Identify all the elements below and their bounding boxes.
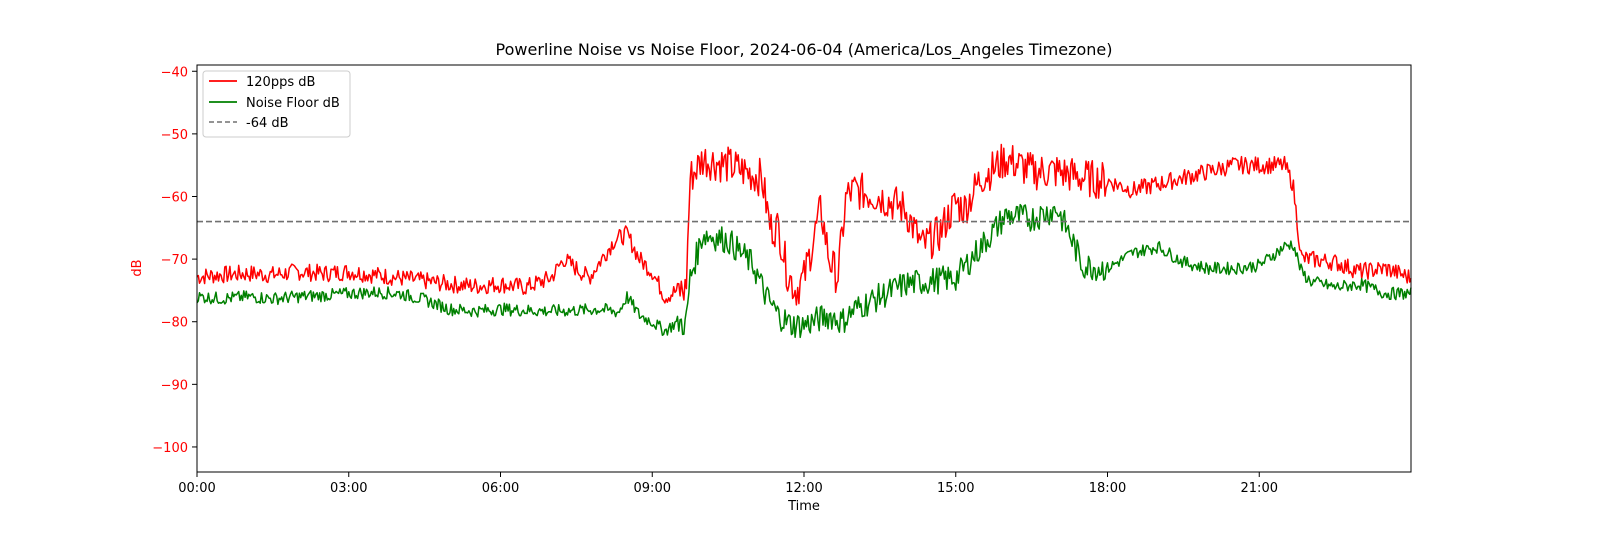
y-axis: −40 −50 −60 −70 −80 −90 −100 — [152, 65, 197, 456]
x-tick-label: 09:00 — [634, 481, 671, 496]
series-layer — [196, 143, 1412, 339]
y-axis-label: dB — [130, 259, 145, 276]
y-tick-label: −90 — [161, 378, 188, 393]
series-line-0 — [196, 143, 1412, 306]
x-axis-label: Time — [787, 499, 820, 514]
legend-box — [202, 70, 351, 138]
x-tick-label: 21:00 — [1241, 481, 1278, 496]
y-tick-label: −80 — [161, 316, 188, 331]
y-tick-label: −70 — [161, 253, 188, 268]
x-tick-label: 15:00 — [937, 481, 974, 496]
x-tick-label: 12:00 — [785, 481, 822, 496]
y-tick-label: −50 — [161, 128, 188, 143]
legend-label-120pps: 120pps dB — [246, 75, 315, 90]
chart-title: Powerline Noise vs Noise Floor, 2024-06-… — [496, 40, 1113, 60]
y-tick-label: −100 — [152, 441, 188, 456]
legend-label-noise-floor: Noise Floor dB — [246, 96, 340, 111]
x-tick-label: 06:00 — [482, 481, 519, 496]
plot-frame — [196, 64, 1412, 473]
y-tick-label: −40 — [161, 65, 188, 80]
x-tick-label: 03:00 — [330, 481, 367, 496]
x-axis: 00:00 03:00 06:00 09:00 12:00 15:00 18:00 21:00 — [178, 472, 1278, 496]
legend: 120pps dB Noise Floor dB -64 dB — [202, 70, 351, 138]
x-tick-label: 18:00 — [1089, 481, 1126, 496]
series-line-1 — [196, 203, 1412, 339]
x-tick-label: 00:00 — [178, 481, 215, 496]
legend-label-threshold: -64 dB — [246, 116, 289, 131]
y-tick-label: −60 — [161, 190, 188, 205]
